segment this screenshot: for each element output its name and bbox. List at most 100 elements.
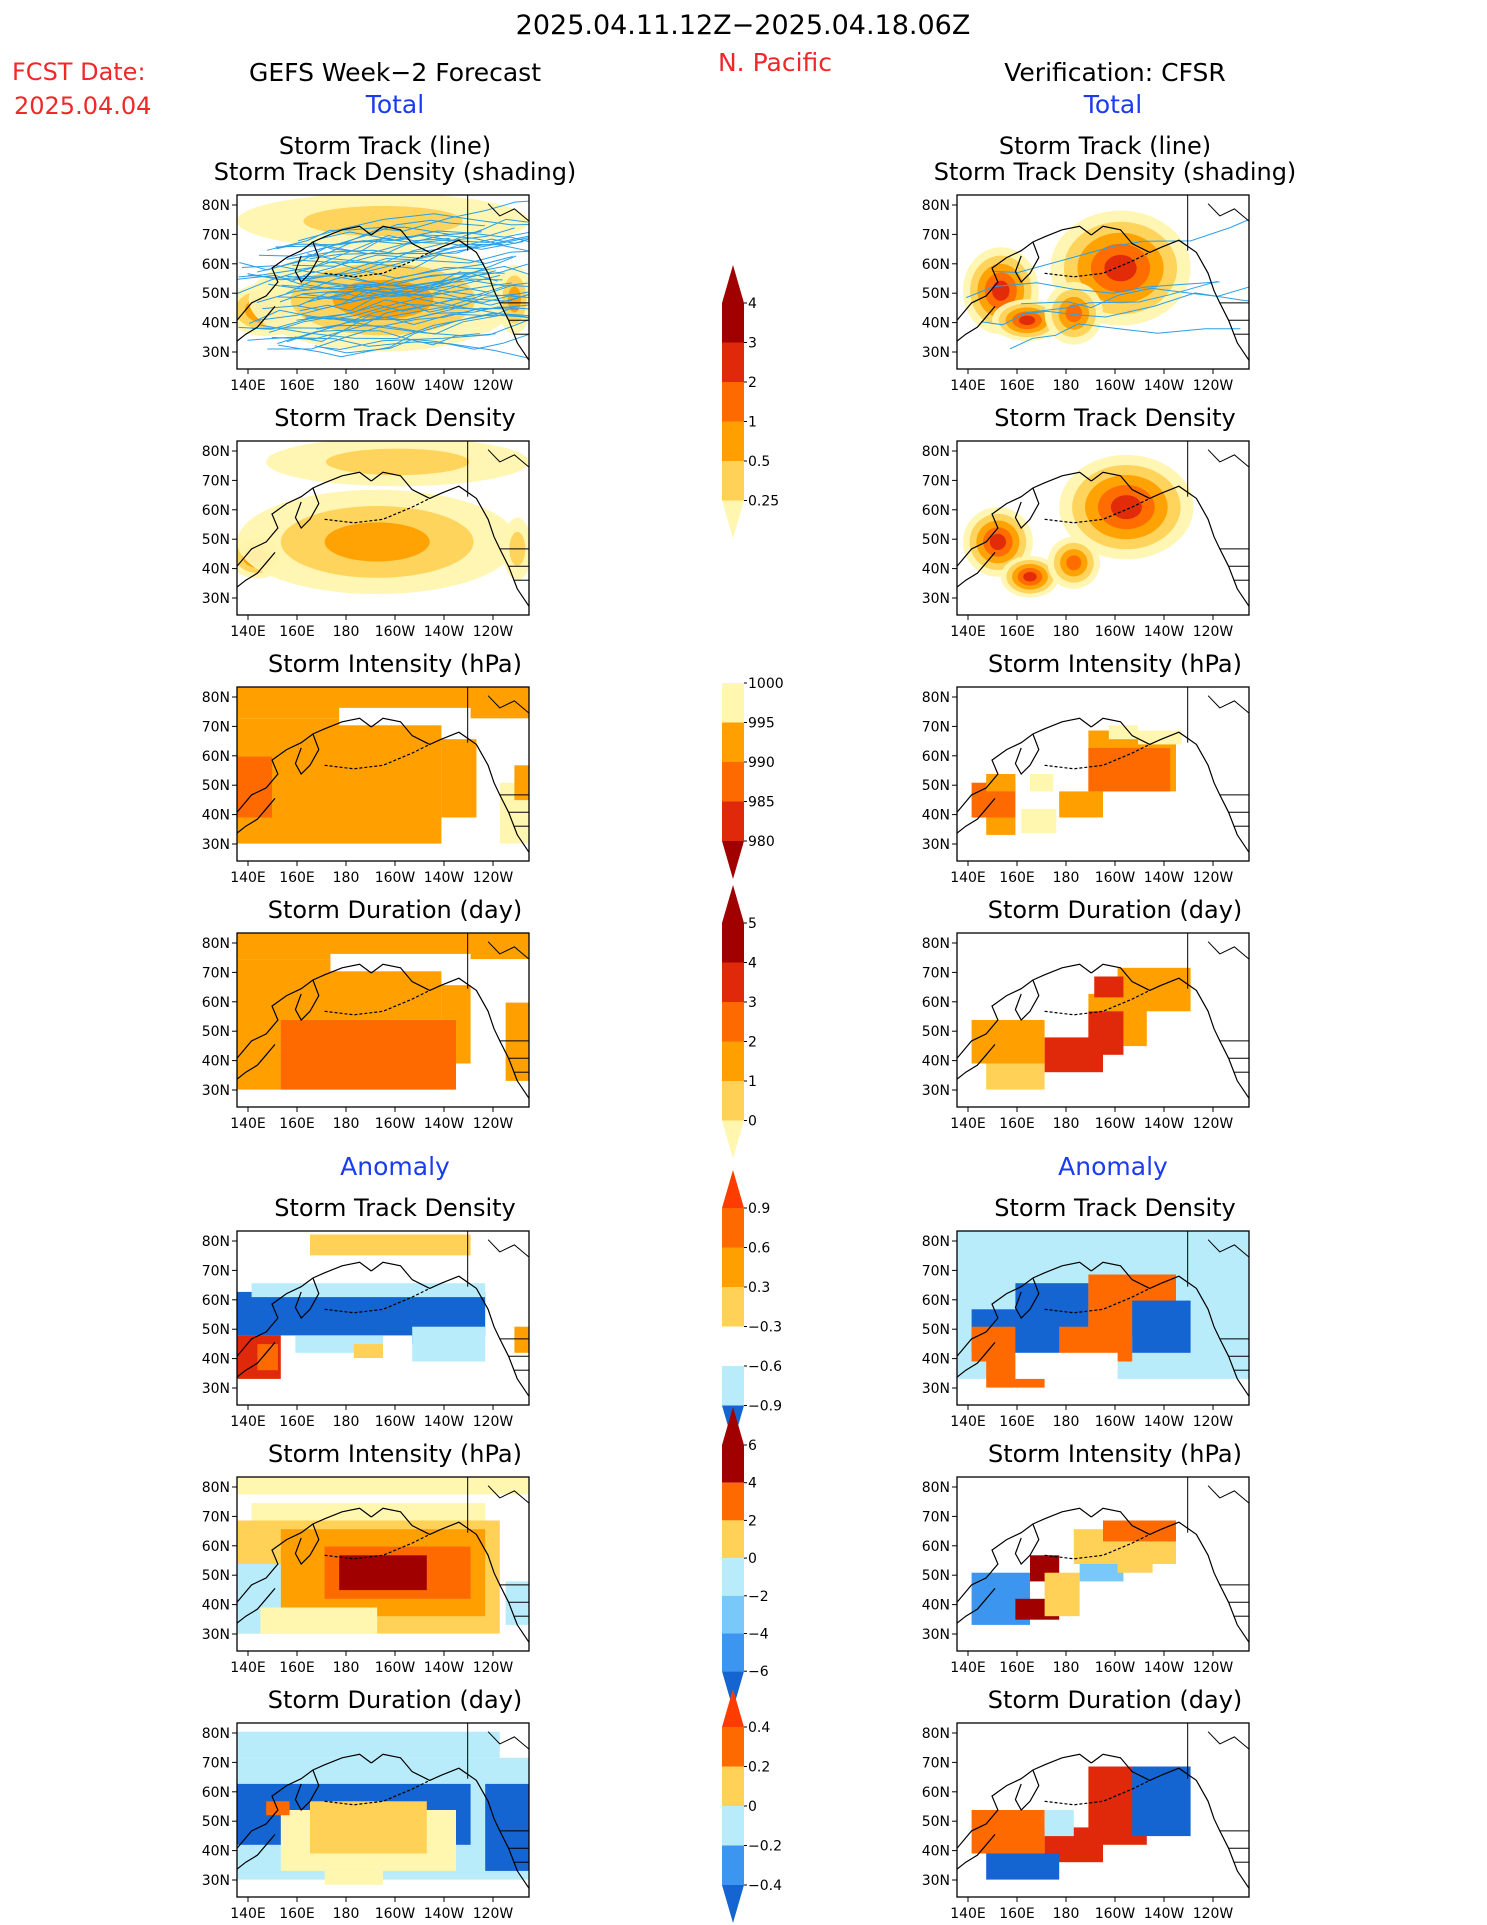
shading-cell bbox=[1059, 791, 1103, 818]
shading-cell bbox=[1088, 1011, 1124, 1055]
colorbar-label: 3 bbox=[748, 336, 757, 352]
lon-label: 160E bbox=[999, 1116, 1035, 1132]
lon-label: 140W bbox=[424, 1116, 465, 1132]
panel-title-track-shading-left: Storm Track Density (shading) bbox=[213, 158, 577, 186]
lon-label: 180 bbox=[333, 1414, 360, 1430]
panel-verif-intensity-anom: 80N 70N 60N 50N 40N 30N 140E 160E 180 160W 140W 120… bbox=[922, 1476, 1250, 1676]
lat-label: 80N bbox=[922, 1234, 950, 1250]
shading-cell bbox=[237, 1731, 500, 1758]
colorbar-label: 0 bbox=[748, 1551, 757, 1567]
lon-label: 160E bbox=[279, 1660, 315, 1676]
coastline bbox=[957, 1753, 1092, 1849]
shading-cell bbox=[412, 1326, 486, 1362]
lon-label: 160W bbox=[375, 1906, 416, 1922]
coastline bbox=[1014, 1769, 1040, 1811]
colorbar-arrow bbox=[722, 885, 744, 923]
colorbar-segment bbox=[722, 962, 744, 1002]
map-field bbox=[957, 1723, 1249, 1889]
lat-label: 60N bbox=[922, 749, 950, 765]
coastline bbox=[957, 1507, 1092, 1603]
storm-track-line bbox=[1009, 323, 1241, 350]
colorbar-label: 2 bbox=[748, 1035, 757, 1051]
colorbar-segment bbox=[722, 1208, 744, 1248]
lon-label: 160W bbox=[1095, 1660, 1136, 1676]
shading-cell bbox=[986, 817, 1016, 835]
colorbar-density-anom: 0.9 0.6 0.3 −0.3 −0.6 −0.9 bbox=[722, 1170, 782, 1444]
lon-label: 160W bbox=[375, 1116, 416, 1132]
coastline bbox=[1044, 1287, 1150, 1314]
storm-track-line bbox=[239, 259, 487, 280]
coastline bbox=[1044, 743, 1150, 770]
shading-cell bbox=[485, 1783, 529, 1871]
lon-label: 180 bbox=[1053, 378, 1080, 394]
shading-cell bbox=[251, 1503, 486, 1521]
lon-label: 120W bbox=[1193, 1116, 1234, 1132]
coastline bbox=[294, 979, 320, 1021]
map-frame bbox=[956, 1476, 1250, 1652]
lon-label: 140E bbox=[230, 1660, 266, 1676]
coastline bbox=[324, 1533, 430, 1560]
lon-label: 140E bbox=[950, 624, 986, 640]
lat-label: 30N bbox=[922, 591, 950, 607]
colorbar-label: 0.6 bbox=[748, 1241, 770, 1257]
panel-title-density-left: Storm Track Density bbox=[274, 404, 516, 432]
map-field bbox=[957, 195, 1249, 361]
lon-label: 140E bbox=[230, 1116, 266, 1132]
colorbar-arrow bbox=[722, 1120, 744, 1159]
shading-cell bbox=[1030, 774, 1054, 792]
shading-blob bbox=[992, 280, 1010, 301]
colorbar-segment bbox=[722, 1287, 744, 1327]
colorbar-segment bbox=[722, 801, 744, 841]
colorbar-arrow bbox=[722, 265, 744, 303]
map-field bbox=[957, 1231, 1249, 1397]
lat-label: 70N bbox=[202, 719, 230, 735]
coastline bbox=[324, 989, 430, 1016]
shading-cell bbox=[257, 1344, 278, 1371]
coastline bbox=[487, 449, 529, 468]
lat-label: 50N bbox=[922, 1568, 950, 1584]
colorbar-label: 0.9 bbox=[748, 1201, 770, 1217]
colorbar-label: 980 bbox=[748, 834, 775, 850]
panel-title-duration-left: Storm Duration (day) bbox=[267, 896, 523, 924]
storm-track-line bbox=[262, 270, 496, 310]
colorbar-label: 1 bbox=[748, 415, 757, 431]
shading-blob bbox=[1018, 315, 1036, 326]
shading-cell bbox=[339, 1555, 427, 1591]
lat-label: 50N bbox=[202, 1814, 230, 1830]
lat-label: 30N bbox=[202, 837, 230, 853]
lon-label: 160W bbox=[1095, 1414, 1136, 1430]
lat-label: 30N bbox=[922, 345, 950, 361]
lat-label: 80N bbox=[202, 198, 230, 214]
panel-title-track-line-left: Storm Track (line) bbox=[278, 132, 492, 160]
colorbar-segment bbox=[722, 382, 744, 422]
shading-cell bbox=[1044, 1810, 1074, 1837]
storm-track-line bbox=[966, 281, 1220, 299]
lon-label: 120W bbox=[473, 1414, 514, 1430]
coastline bbox=[487, 203, 529, 222]
coastline bbox=[1207, 203, 1249, 222]
colorbar-label: 0.25 bbox=[748, 494, 779, 510]
lon-label: 120W bbox=[1193, 1906, 1234, 1922]
lon-label: 140E bbox=[230, 1414, 266, 1430]
lon-label: 140W bbox=[1144, 1414, 1185, 1430]
panel-forecast-intensity-anom: 80N 70N 60N 50N 40N 30N 140E 160E 180 160W 140W 120… bbox=[202, 1476, 530, 1676]
lat-label: 50N bbox=[202, 1322, 230, 1338]
map-frame bbox=[956, 686, 1250, 862]
coastline bbox=[957, 1588, 996, 1624]
coastline bbox=[1014, 1277, 1040, 1319]
shading-cell bbox=[339, 707, 471, 726]
lon-label: 160E bbox=[279, 1414, 315, 1430]
lat-label: 60N bbox=[922, 995, 950, 1011]
shading-cell bbox=[280, 1020, 456, 1090]
shading-cell bbox=[1044, 1572, 1080, 1617]
storm-track-line bbox=[320, 230, 529, 241]
lon-label: 180 bbox=[333, 1116, 360, 1132]
lat-label: 40N bbox=[922, 1352, 950, 1368]
shading-cell bbox=[353, 1344, 383, 1359]
panel-title-track-line-right: Storm Track (line) bbox=[998, 132, 1212, 160]
lon-label: 140E bbox=[950, 1116, 986, 1132]
lat-label: 40N bbox=[202, 316, 230, 332]
lat-label: 40N bbox=[202, 1844, 230, 1860]
coastline bbox=[1014, 979, 1040, 1021]
panel-verif-density-anom: 80N 70N 60N 50N 40N 30N 140E 160E 180 160W 140W 120… bbox=[922, 1230, 1250, 1430]
